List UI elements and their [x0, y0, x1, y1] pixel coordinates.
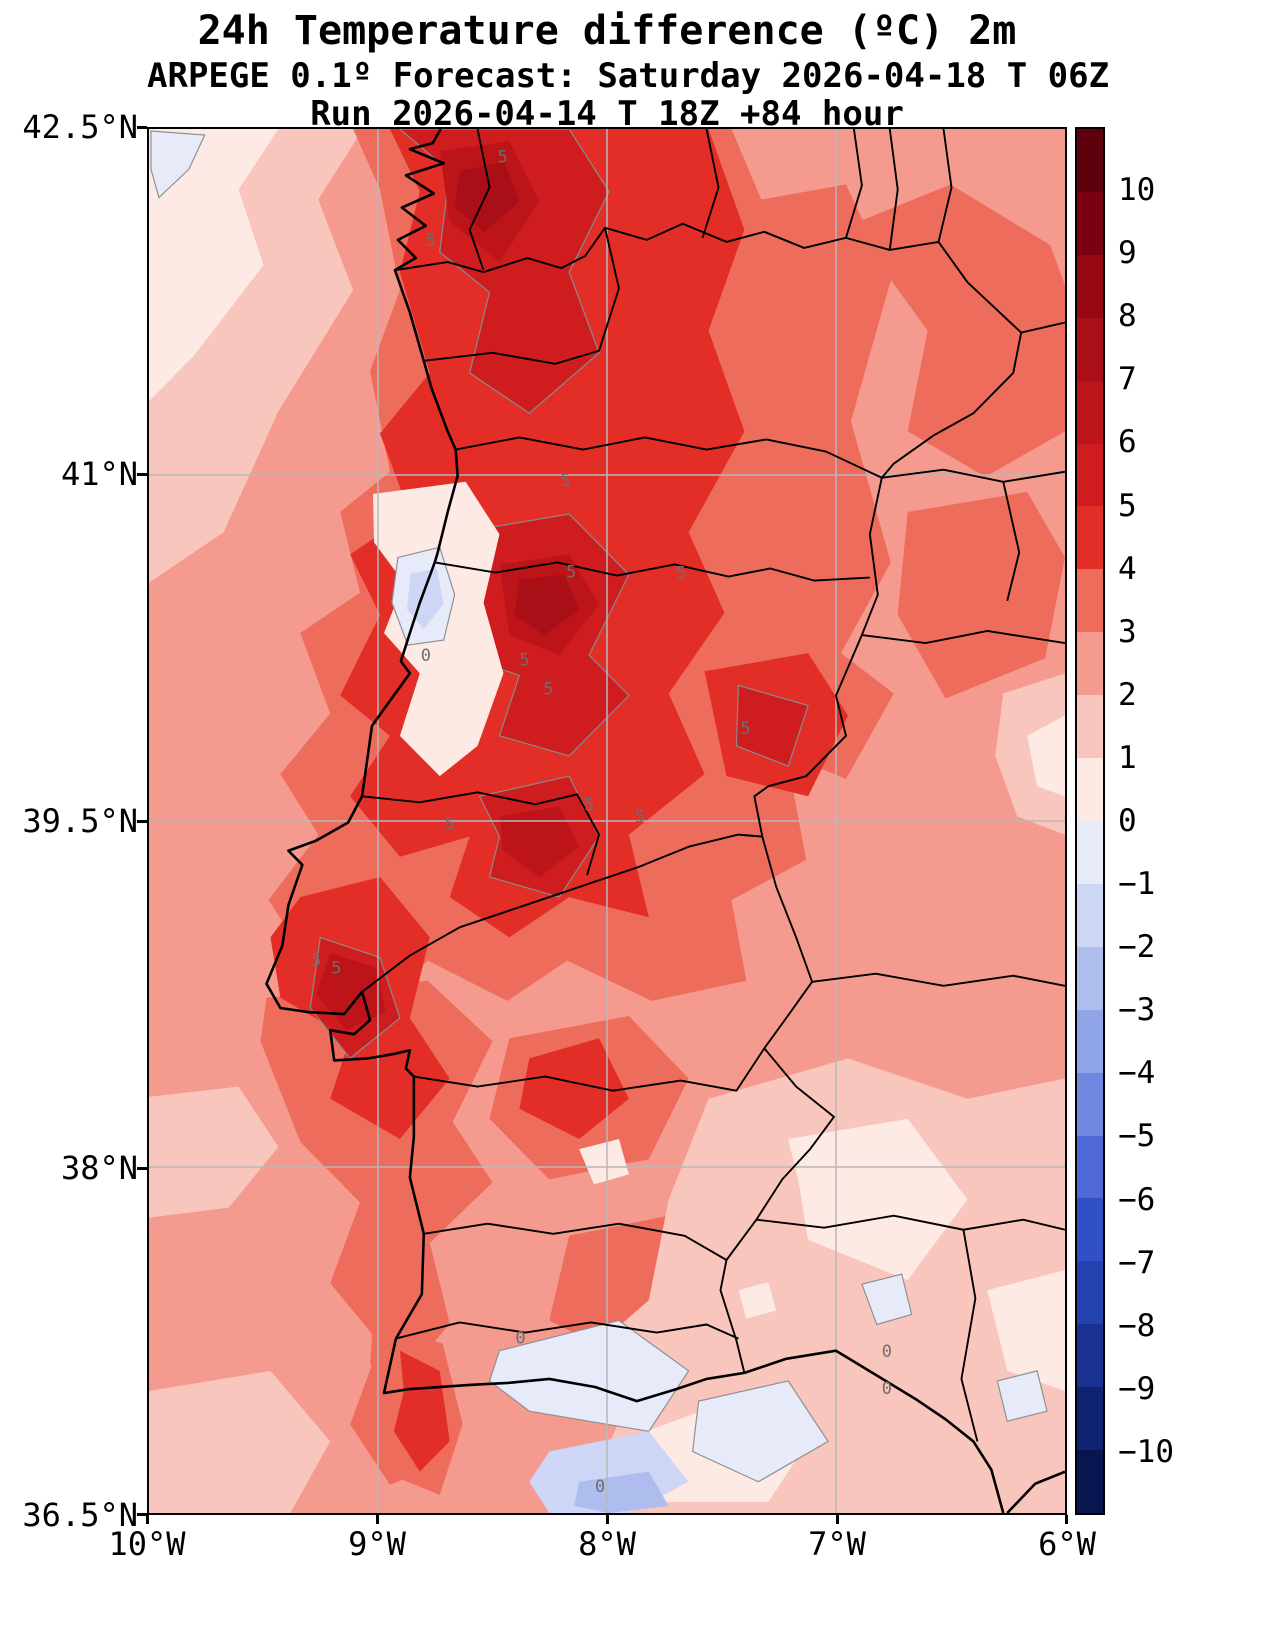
- colorbar-segment: [1077, 946, 1103, 1010]
- colorbar-tick-label: −8: [1118, 1307, 1156, 1344]
- lon-tick: [376, 1515, 379, 1524]
- colorbar-ticks: 10 9 8 7 6 5 4 3 2 1 0 −1 −2 −3 −4 −5 −6 −7 −8 −9 −10: [1112, 127, 1262, 1515]
- colorbar-tick-label: 7: [1118, 361, 1137, 398]
- contour-label-5: 5: [445, 814, 455, 834]
- colorbar-segment: [1077, 191, 1103, 255]
- colorbar-tick-label: −1: [1118, 866, 1156, 903]
- colorbar-segment: [1077, 1198, 1103, 1262]
- colorbar-tick-label: 3: [1118, 613, 1137, 650]
- lat-tick: [137, 820, 147, 823]
- contour-value-labels: 5 5 5 5 5 5 5 5 5 5 5 5 5 0 0 0 0 0: [311, 147, 892, 1497]
- lat-label-39-5n: 39.5°N: [22, 802, 138, 840]
- colorbar-tick-label: −9: [1118, 1370, 1156, 1407]
- contour-label-5: 5: [560, 471, 570, 491]
- colorbar-segment: [1077, 1135, 1103, 1199]
- colorbar-segment: [1077, 1387, 1103, 1451]
- lon-label-9w: 9°W: [348, 1525, 406, 1563]
- colorbar-segment: [1077, 695, 1103, 759]
- colorbar-segment: [1077, 443, 1103, 507]
- colorbar-tick-label: 8: [1118, 298, 1137, 335]
- title-line-1: 24h Temperature difference (ºC) 2m: [197, 8, 1017, 54]
- contour-label-0: 0: [882, 1379, 892, 1399]
- colorbar-tick-label: 5: [1118, 487, 1137, 524]
- colorbar-tick-label: 4: [1118, 550, 1137, 587]
- lat-label-36-5n: 36.5°N: [22, 1496, 138, 1534]
- lon-label-7w: 7°W: [808, 1525, 866, 1563]
- contour-label-0: 0: [882, 1342, 892, 1362]
- colorbar-tick-label: −2: [1118, 929, 1156, 966]
- lat-tick: [137, 126, 147, 129]
- lat-tick: [137, 1167, 147, 1170]
- colorbar-segment: [1077, 883, 1103, 947]
- colorbar-segment: [1077, 569, 1103, 633]
- colorbar-tick-label: −7: [1118, 1244, 1156, 1281]
- colorbar-segment: [1077, 758, 1103, 821]
- colorbar-segment: [1077, 1261, 1103, 1325]
- lon-tick: [606, 1515, 609, 1524]
- colorbar-tick-label: 6: [1118, 424, 1137, 461]
- coastline: [265, 129, 1065, 1513]
- contour-label-5: 5: [519, 650, 529, 670]
- graticule-gridlines: [149, 129, 1065, 1513]
- colorbar-segment: [1077, 1450, 1103, 1513]
- colorbar-segment: [1077, 1324, 1103, 1388]
- lon-label-8w: 8°W: [578, 1525, 636, 1563]
- contour-label-0: 0: [421, 646, 431, 666]
- colorbar-tick-label: 10: [1118, 172, 1156, 209]
- colorbar-segment: [1077, 1072, 1103, 1136]
- lon-tick: [1065, 1515, 1068, 1524]
- contour-label-0: 0: [595, 1477, 605, 1497]
- colorbar-segment: [1077, 254, 1103, 318]
- contour-label-5: 5: [497, 147, 507, 167]
- contour-label-5: 5: [676, 563, 686, 583]
- colorbar-tick-label: −6: [1118, 1181, 1156, 1218]
- map-frame: 5 5 5 5 5 5 5 5 5 5 5 5 5 0 0 0 0 0: [147, 127, 1067, 1515]
- contour-label-5: 5: [543, 679, 553, 699]
- lon-label-10w: 10°W: [108, 1525, 186, 1563]
- contour-label-5: 5: [740, 719, 750, 739]
- colorbar-segment: [1077, 1009, 1103, 1073]
- colorbar-tick-label: −3: [1118, 992, 1156, 1029]
- contour-label-5: 5: [635, 807, 645, 827]
- lon-tick: [146, 1515, 149, 1524]
- colorbar-tick-label: −4: [1118, 1055, 1156, 1092]
- contour-label-5: 5: [426, 231, 436, 251]
- lon-label-6w: 6°W: [1038, 1525, 1096, 1563]
- colorbar-segment: [1077, 380, 1103, 444]
- admin-borders: [361, 129, 1065, 1442]
- colorbar-tick-label: 0: [1118, 803, 1137, 839]
- colorbar-segment: [1077, 317, 1103, 381]
- colorbar-segment: [1077, 506, 1103, 570]
- contour-label-5: 5: [566, 562, 576, 582]
- colorbar-tick-label: 1: [1118, 739, 1137, 776]
- lat-tick: [137, 1513, 147, 1516]
- colorbar-tick-label: −5: [1118, 1118, 1156, 1155]
- lat-label-38n: 38°N: [60, 1149, 138, 1187]
- colorbar-tick-label: 2: [1118, 676, 1137, 713]
- colorbar-segment: [1077, 632, 1103, 696]
- colorbar-segment: [1077, 820, 1103, 884]
- colorbar-tick-label: −10: [1118, 1433, 1174, 1470]
- contour-label-5: 5: [311, 951, 321, 971]
- lat-label-42-5n: 42.5°N: [22, 108, 138, 146]
- lat-label-41n: 41°N: [60, 455, 138, 493]
- contour-label-0: 0: [515, 1329, 525, 1349]
- colorbar-segment: [1077, 129, 1103, 192]
- colorbar: [1075, 127, 1105, 1515]
- title-line-2: ARPEGE 0.1º Forecast: Saturday 2026-04-1…: [147, 56, 1110, 96]
- map-canvas: 5 5 5 5 5 5 5 5 5 5 5 5 5 0 0 0 0 0: [149, 129, 1065, 1513]
- lat-tick: [137, 473, 147, 476]
- colorbar-tick-label: 9: [1118, 235, 1137, 272]
- contour-label-5: 5: [331, 959, 341, 979]
- contour-label-5: 5: [584, 795, 594, 815]
- lon-tick: [836, 1515, 839, 1524]
